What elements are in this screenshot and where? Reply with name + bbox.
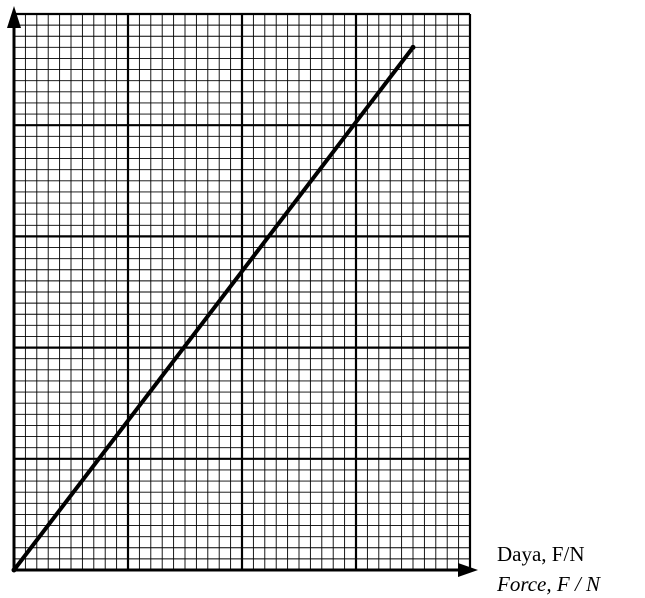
x-axis-label-english: Force, F / N — [497, 572, 601, 596]
y-axis-arrowhead — [7, 6, 21, 28]
series-line-0 — [12, 45, 415, 572]
data-point — [410, 44, 416, 50]
x-axis-label-malay: Daya, F/N — [497, 542, 585, 566]
x-axis-arrowhead — [458, 563, 478, 577]
axes — [7, 6, 478, 577]
series-layer — [11, 44, 416, 573]
major-grid — [12, 12, 472, 572]
data-point — [11, 567, 17, 573]
